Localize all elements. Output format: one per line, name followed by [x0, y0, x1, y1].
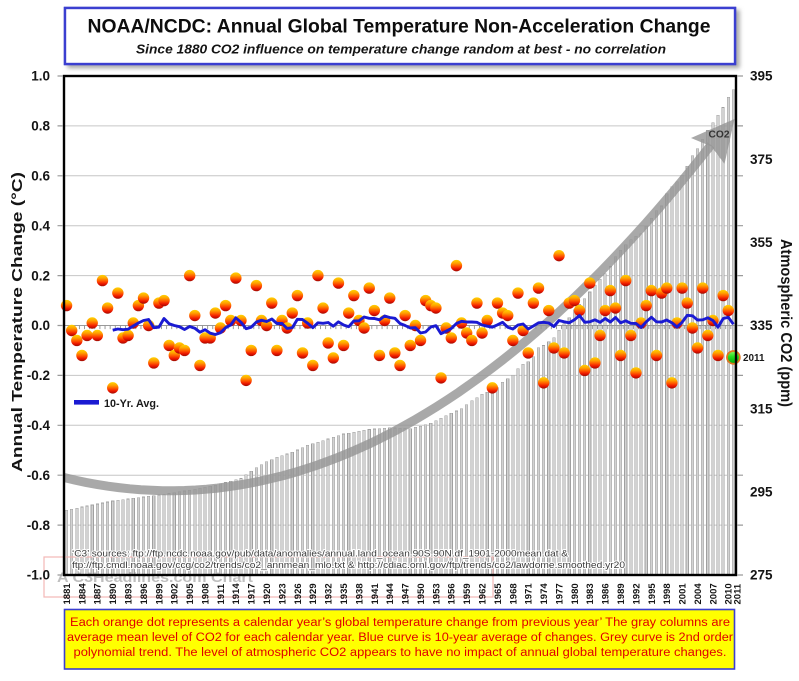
svg-text:335: 335	[750, 318, 773, 333]
svg-text:355: 355	[750, 235, 773, 250]
svg-text:1890: 1890	[108, 583, 119, 604]
svg-text:1986: 1986	[601, 583, 612, 604]
svg-text:-0.2: -0.2	[27, 368, 50, 383]
svg-text:1893: 1893	[124, 583, 135, 604]
svg-text:1926: 1926	[293, 583, 304, 604]
svg-text:1923: 1923	[277, 583, 288, 604]
svg-text:1932: 1932	[324, 583, 335, 604]
svg-text:1974: 1974	[539, 583, 550, 605]
svg-text:polynomial trend. The level of: polynomial trend. The level of atmospher…	[74, 647, 727, 659]
svg-text:2004: 2004	[693, 583, 704, 605]
svg-text:2011: 2011	[733, 583, 744, 604]
svg-text:1929: 1929	[308, 583, 319, 604]
svg-text:ftp://ftp.cmdl.noaa.gov/ccg/co: ftp://ftp.cmdl.noaa.gov/ccg/co2/trends/c…	[72, 560, 625, 570]
svg-text:1959: 1959	[462, 583, 473, 604]
svg-text:1950: 1950	[416, 583, 427, 604]
svg-text:2007: 2007	[708, 583, 719, 604]
svg-text:Each orange dot represents a c: Each orange dot represents a calendar ye…	[70, 617, 730, 629]
svg-text:275: 275	[750, 568, 773, 583]
svg-text:1947: 1947	[401, 583, 412, 604]
svg-text:1899: 1899	[154, 583, 165, 604]
svg-text:NOAA/NCDC: Annual Global Tempe: NOAA/NCDC: Annual Global Temperature Non…	[88, 15, 711, 37]
svg-text:‘C3’ sources: ftp://ftp.ncdc.n: ‘C3’ sources: ftp://ftp.ncdc.noaa.gov/pu…	[72, 549, 569, 559]
svg-text:1971: 1971	[524, 583, 535, 605]
svg-text:1908: 1908	[201, 583, 212, 604]
svg-text:1944: 1944	[385, 583, 396, 605]
svg-text:-0.6: -0.6	[27, 468, 51, 483]
svg-text:0.0: 0.0	[31, 318, 50, 333]
svg-text:1902: 1902	[170, 583, 181, 604]
svg-text:1968: 1968	[508, 583, 519, 604]
svg-text:1989: 1989	[616, 583, 627, 604]
svg-text:1887: 1887	[93, 583, 104, 604]
svg-text:1995: 1995	[647, 583, 658, 605]
svg-text:0.4: 0.4	[31, 218, 50, 233]
svg-text:-0.8: -0.8	[27, 518, 51, 533]
svg-text:395: 395	[750, 69, 773, 84]
svg-text:Atmospheric CO2 (ppm): Atmospheric CO2 (ppm)	[777, 239, 794, 407]
svg-text:1965: 1965	[493, 583, 504, 605]
svg-text:0.6: 0.6	[31, 169, 50, 184]
svg-text:2010: 2010	[724, 583, 735, 604]
svg-text:1938: 1938	[354, 583, 365, 604]
svg-text:2011: 2011	[743, 353, 765, 364]
svg-text:295: 295	[750, 485, 773, 500]
svg-text:1914: 1914	[231, 583, 242, 605]
svg-text:Since 1880 CO2 influence on te: Since 1880 CO2 influence on temperature …	[136, 42, 666, 57]
svg-text:-1.0: -1.0	[27, 568, 50, 583]
svg-text:1980: 1980	[570, 583, 581, 604]
svg-text:0.8: 0.8	[31, 119, 50, 134]
svg-text:average mean level of CO2 for: average mean level of CO2 for each calen…	[67, 632, 733, 644]
svg-text:-0.4: -0.4	[27, 418, 51, 433]
svg-text:1962: 1962	[478, 583, 489, 604]
svg-text:1953: 1953	[431, 583, 442, 604]
svg-text:315: 315	[750, 401, 773, 416]
svg-text:1983: 1983	[585, 583, 596, 604]
svg-text:1881: 1881	[62, 583, 73, 605]
svg-text:1956: 1956	[447, 583, 458, 604]
svg-text:1.0: 1.0	[31, 69, 50, 84]
svg-text:1896: 1896	[139, 583, 150, 604]
svg-text:1977: 1977	[554, 583, 565, 604]
svg-text:0.2: 0.2	[31, 268, 50, 283]
svg-text:1911: 1911	[216, 583, 227, 604]
svg-text:1992: 1992	[631, 583, 642, 604]
svg-text:1998: 1998	[662, 583, 673, 604]
svg-text:1917: 1917	[247, 583, 258, 604]
svg-text:1920: 1920	[262, 583, 273, 604]
svg-text:1884: 1884	[77, 583, 88, 605]
svg-text:Annual Temperature Change (°C): Annual Temperature Change (°C)	[9, 172, 26, 472]
svg-text:2001: 2001	[678, 583, 689, 605]
svg-text:375: 375	[750, 152, 773, 167]
svg-text:1905: 1905	[185, 583, 196, 605]
svg-text:CO2: CO2	[709, 129, 730, 141]
svg-text:1935: 1935	[339, 583, 350, 605]
svg-text:10-Yr. Avg.: 10-Yr. Avg.	[104, 398, 159, 410]
svg-text:1941: 1941	[370, 583, 381, 605]
